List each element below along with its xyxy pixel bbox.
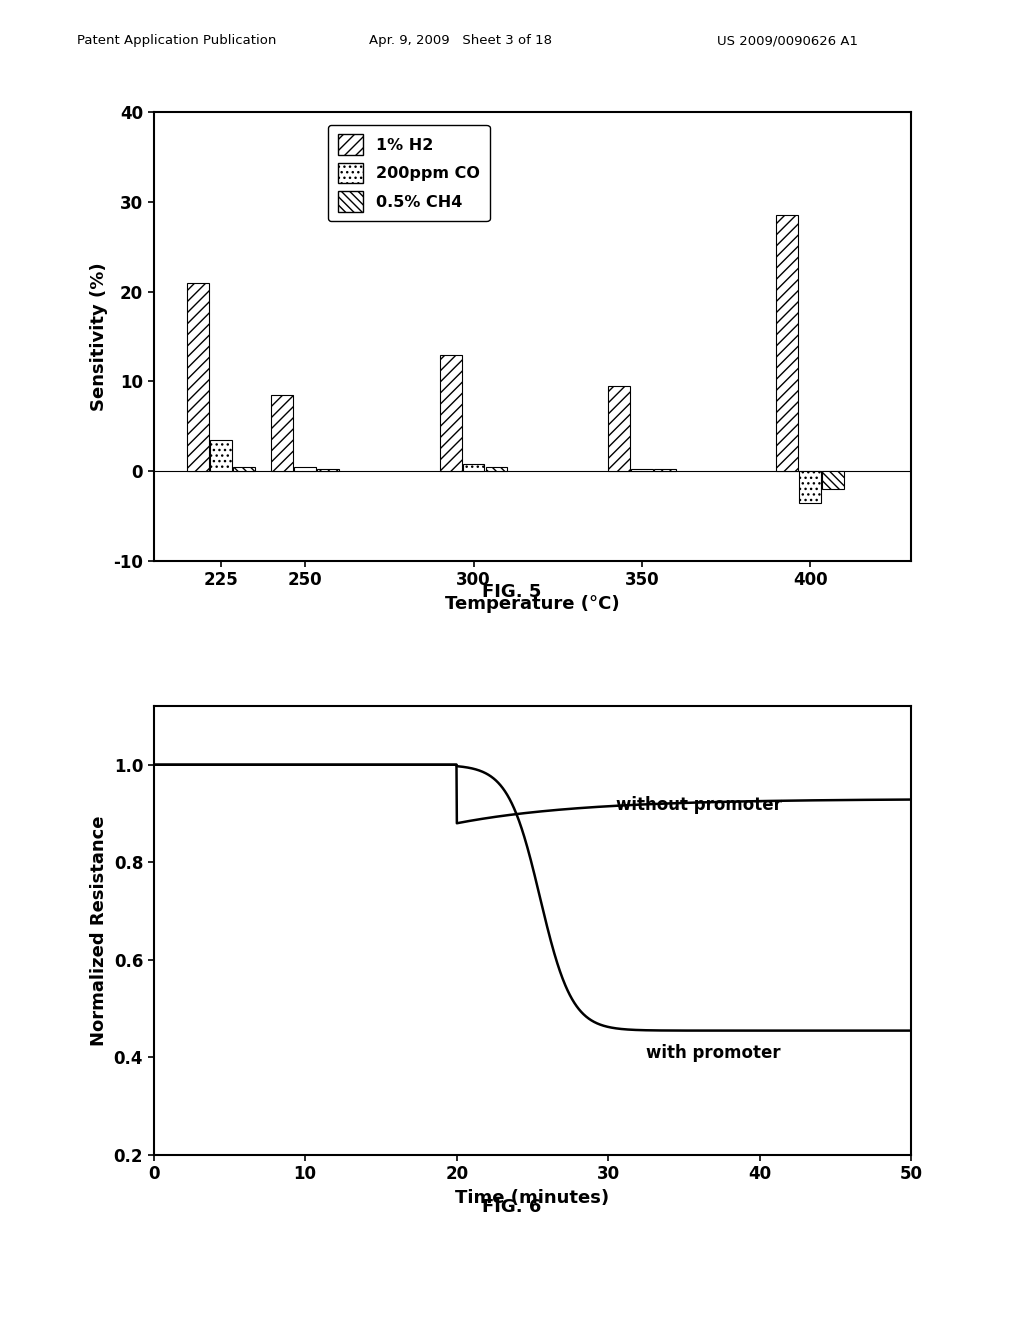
Text: Patent Application Publication: Patent Application Publication — [77, 34, 276, 48]
Y-axis label: Normalized Resistance: Normalized Resistance — [90, 816, 109, 1045]
Bar — [776, 215, 799, 471]
X-axis label: Temperature (°C): Temperature (°C) — [445, 595, 620, 612]
Bar — [187, 282, 209, 471]
Bar — [800, 471, 821, 503]
Bar — [210, 440, 231, 471]
Bar — [439, 355, 462, 471]
Text: FIG. 5: FIG. 5 — [482, 582, 542, 601]
Bar — [317, 469, 339, 471]
Legend: 1% H2, 200ppm CO, 0.5% CH4: 1% H2, 200ppm CO, 0.5% CH4 — [329, 124, 489, 222]
Bar — [654, 470, 676, 471]
Bar — [271, 395, 293, 471]
Bar — [822, 471, 844, 490]
Bar — [485, 467, 508, 471]
Text: FIG. 6: FIG. 6 — [482, 1197, 542, 1216]
Bar — [233, 467, 255, 471]
X-axis label: Time (minutes): Time (minutes) — [456, 1189, 609, 1206]
Bar — [294, 467, 316, 471]
Text: without promoter: without promoter — [615, 796, 781, 813]
Bar — [631, 469, 653, 471]
Text: with promoter: with promoter — [646, 1044, 780, 1061]
Text: US 2009/0090626 A1: US 2009/0090626 A1 — [717, 34, 858, 48]
Y-axis label: Sensitivity (%): Sensitivity (%) — [90, 263, 108, 411]
Text: Apr. 9, 2009   Sheet 3 of 18: Apr. 9, 2009 Sheet 3 of 18 — [369, 34, 552, 48]
Bar — [608, 385, 630, 471]
Bar — [463, 465, 484, 471]
